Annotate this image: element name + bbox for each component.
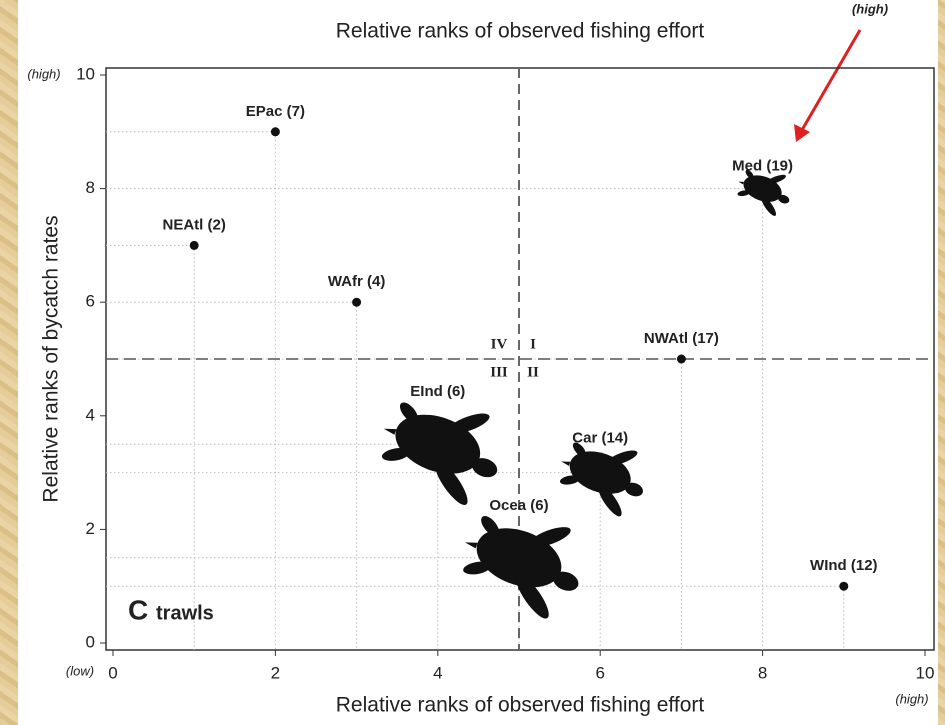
point-label: NEAtl (2) <box>163 216 226 233</box>
point-label: WAfr (4) <box>328 273 386 290</box>
x-tick-label: 10 <box>916 663 935 682</box>
point-label: Med (19) <box>732 158 793 175</box>
x-low-label: (low) <box>66 663 94 678</box>
y-tick-label: 4 <box>86 405 95 424</box>
y-tick-label: 8 <box>86 178 95 197</box>
quadrant-label: II <box>527 364 539 380</box>
chart: Relative ranks of observed fishing effor… <box>0 0 945 725</box>
x-axis-title: Relative ranks of observed fishing effor… <box>336 694 705 717</box>
point <box>352 298 361 307</box>
point-label: EInd (6) <box>410 383 465 400</box>
point <box>839 582 848 591</box>
y-high-label: (high) <box>27 66 60 81</box>
quadrant-label: IV <box>491 336 508 352</box>
panel-name: trawls <box>156 602 214 624</box>
y-tick-label: 0 <box>86 632 95 651</box>
point-label: Ocea (6) <box>489 497 548 514</box>
point <box>190 241 199 250</box>
x-tick-label: 8 <box>758 663 767 682</box>
x-tick-label: 0 <box>108 663 117 682</box>
x-tick-label: 2 <box>271 663 280 682</box>
point-label: WInd (12) <box>810 557 878 574</box>
panel-letter: C <box>128 594 148 625</box>
x-high-label: (high) <box>895 691 928 706</box>
y-tick-label: 6 <box>86 292 95 311</box>
point-label: NWAtl (17) <box>644 330 719 347</box>
point-label: Car (14) <box>572 430 628 447</box>
y-tick-label: 2 <box>86 519 95 538</box>
top-note: (high) <box>852 1 888 16</box>
point-label: EPac (7) <box>246 103 305 120</box>
quadrant-label: I <box>530 336 536 352</box>
point <box>271 127 280 136</box>
quadrant-label: III <box>490 364 508 380</box>
y-tick-label: 10 <box>76 64 95 83</box>
chart-title: Relative ranks of observed fishing effor… <box>336 20 705 43</box>
x-tick-label: 4 <box>433 663 442 682</box>
y-axis-title: Relative ranks of bycatch rates <box>40 215 63 502</box>
x-tick-label: 6 <box>595 663 604 682</box>
point <box>677 355 686 364</box>
